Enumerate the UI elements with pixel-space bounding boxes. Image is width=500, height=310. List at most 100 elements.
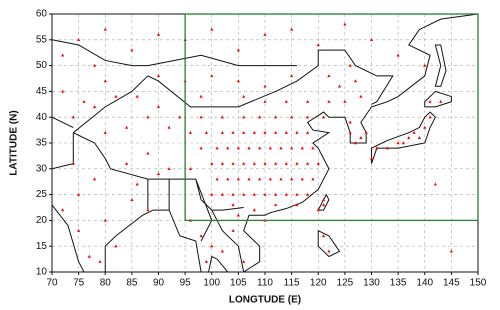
points [61, 22, 453, 263]
station-point [236, 213, 240, 217]
y-tick-label: 50 [36, 60, 48, 71]
station-point [231, 161, 235, 165]
x-tick-label: 90 [153, 278, 165, 289]
station-point [188, 167, 193, 170]
station-point [316, 161, 320, 165]
station-point [156, 32, 161, 36]
station-point [306, 99, 310, 103]
station-point [247, 177, 251, 181]
station-point [343, 22, 347, 26]
station-point [156, 172, 161, 176]
station-point [407, 136, 411, 140]
station-point [263, 32, 267, 36]
station-point [423, 63, 427, 67]
station-point [316, 208, 320, 212]
station-point [61, 208, 65, 212]
station-point [274, 203, 278, 207]
station-point [348, 120, 352, 124]
station-point [199, 94, 203, 98]
station-point [135, 182, 139, 186]
station-point [290, 27, 294, 31]
coastline [105, 45, 451, 288]
station-point [220, 115, 224, 119]
station-point [204, 259, 209, 263]
station-point [321, 203, 326, 207]
station-point [369, 38, 374, 41]
station-point [188, 130, 193, 134]
station-point [93, 105, 97, 109]
station-point [242, 115, 246, 119]
x-tick-label: 135 [390, 278, 407, 289]
x-tick-label: 130 [363, 278, 380, 289]
y-tick-label: 45 [36, 86, 48, 97]
coastline [52, 14, 478, 282]
station-point [274, 192, 278, 196]
grid [51, 13, 479, 273]
station-point [306, 192, 310, 196]
station-point [220, 249, 224, 253]
station-point [268, 146, 272, 150]
station-point [103, 27, 107, 31]
station-point [364, 130, 368, 134]
x-tick-label: 125 [337, 278, 354, 289]
station-point [321, 115, 326, 119]
y-tick-label: 15 [36, 241, 48, 252]
station-point [396, 141, 400, 145]
station-point [274, 161, 278, 165]
station-point [210, 27, 214, 31]
station-point [236, 177, 240, 181]
station-point [114, 94, 118, 98]
station-point [433, 182, 437, 186]
station-point [284, 192, 288, 196]
station-point [290, 74, 294, 78]
station-point [71, 115, 75, 119]
station-point [369, 156, 374, 160]
station-point [417, 136, 422, 140]
station-point [252, 130, 256, 134]
station-point [263, 192, 267, 196]
station-point [321, 197, 326, 201]
station-point [124, 161, 129, 165]
station-point [353, 141, 358, 145]
station-point [103, 79, 107, 83]
station-point [220, 192, 224, 196]
station-point [93, 63, 97, 67]
x-tick-label: 85 [126, 278, 138, 289]
station-point [284, 99, 288, 103]
x-axis-label: LONGTUDE (E) [229, 295, 301, 306]
station-point [311, 146, 315, 150]
border [52, 40, 393, 272]
station-point [220, 161, 224, 165]
station-point [146, 151, 150, 155]
x-tick-label: 80 [100, 278, 112, 289]
x-tick-label: 145 [443, 278, 460, 289]
station-point [135, 94, 139, 98]
station-point [348, 63, 352, 67]
station-point [226, 146, 230, 150]
x-tick-label: 150 [470, 278, 487, 289]
station-point [258, 115, 262, 119]
station-point [268, 177, 272, 181]
station-point [258, 146, 262, 150]
station-point [242, 94, 246, 98]
station-point [61, 89, 65, 93]
station-point [236, 79, 240, 83]
station-point [87, 254, 91, 258]
station-point [295, 203, 299, 207]
station-point [210, 161, 214, 165]
station-point [77, 228, 81, 232]
station-point [98, 259, 102, 263]
station-point [306, 115, 310, 119]
x-tick-label: 110 [257, 278, 273, 289]
station-point [258, 177, 262, 181]
station-point [290, 177, 294, 181]
station-point [423, 125, 427, 129]
station-point [348, 130, 352, 134]
station-point [77, 38, 81, 41]
station-point [284, 161, 288, 165]
station-point [311, 177, 315, 181]
station-point [295, 130, 299, 134]
x-tick-label: 120 [310, 278, 327, 289]
station-point [220, 130, 224, 134]
station-point [247, 146, 251, 150]
